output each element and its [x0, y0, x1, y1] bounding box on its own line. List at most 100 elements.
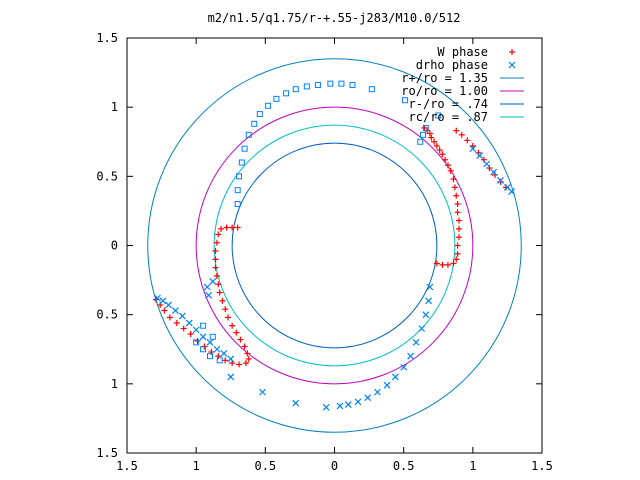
point-2-7	[256, 111, 263, 118]
y-tick-label-5: 1	[111, 100, 118, 114]
x-tick-label-3: 0	[331, 459, 338, 473]
legend-label-3: ro/ro = 1.00	[401, 84, 488, 98]
point-0-18	[456, 234, 462, 241]
point-2-11	[292, 86, 299, 93]
point-0-26	[453, 127, 460, 134]
point-2-23	[193, 339, 200, 346]
point-0-68	[166, 314, 173, 321]
point-0-66	[180, 325, 187, 332]
x-tick-label-4: 0.5	[393, 459, 415, 473]
point-1-25-b	[154, 294, 161, 302]
point-2-22	[417, 138, 424, 145]
point-1-18-b	[354, 398, 362, 406]
circle-r-0	[147, 58, 522, 433]
x-tick-label-2: 0.5	[254, 459, 276, 473]
legend-marker-1	[508, 61, 516, 69]
point-1-38	[203, 283, 211, 291]
point-1-12-b	[407, 352, 415, 360]
point-1-30	[185, 319, 193, 327]
point-2-19	[435, 112, 442, 119]
point-2-27	[200, 322, 207, 329]
point-2-24	[200, 346, 207, 353]
legend-label-1: drho phase	[416, 58, 488, 72]
x-tick-label-5: 1	[469, 459, 476, 473]
point-0-23	[444, 261, 451, 268]
point-0-38	[223, 224, 230, 231]
point-1-7	[426, 283, 434, 291]
point-0-21	[453, 256, 460, 263]
series-0	[153, 124, 510, 368]
axes: 1.5 1 0.5 0 0.5 1 1.51.510.500.511.5	[96, 31, 553, 473]
point-1-33	[206, 338, 214, 346]
point-1-12	[407, 352, 415, 360]
point-1-22	[292, 399, 300, 407]
y-tick-label-2: 0.5	[96, 308, 118, 322]
point-1-8-b	[425, 297, 432, 305]
point-0-56	[245, 355, 252, 362]
point-0-57	[242, 360, 249, 367]
point-1-26-b	[159, 297, 167, 305]
circle-r-2	[231, 142, 438, 349]
point-0-52	[233, 329, 240, 336]
point-0-51	[229, 322, 236, 329]
point-2-20	[422, 124, 429, 131]
point-1-39-b	[209, 278, 217, 285]
point-1-14-b	[391, 373, 399, 381]
point-0-25	[433, 260, 440, 267]
point-0-46	[215, 281, 222, 288]
legend-marker-1-b	[508, 61, 516, 69]
point-1-0-b	[469, 145, 477, 153]
point-0-27	[458, 131, 465, 138]
legend-label-5: rc/ro = .87	[409, 110, 488, 124]
point-1-30-b	[185, 319, 193, 327]
point-1-16	[373, 388, 381, 396]
point-1-32	[199, 333, 207, 341]
point-0-14	[454, 201, 461, 207]
point-1-1	[476, 152, 484, 160]
point-0-16	[456, 217, 462, 224]
point-0-55	[244, 350, 251, 357]
point-0-65	[187, 331, 194, 338]
point-2-0	[234, 201, 241, 207]
point-2-4	[241, 145, 248, 152]
point-0-7	[439, 151, 446, 158]
point-1-37	[205, 291, 213, 299]
point-1-23-b	[259, 388, 266, 396]
point-1-31-b	[192, 326, 200, 334]
series-2	[193, 80, 442, 364]
point-1-32-b	[199, 333, 207, 341]
point-0-2	[426, 130, 433, 137]
point-2-5	[245, 131, 252, 138]
series-1	[154, 145, 515, 411]
point-0-48	[219, 297, 226, 304]
point-2-9	[273, 95, 280, 102]
legend-label-4: r-/ro = .74	[409, 97, 488, 111]
point-2-2	[236, 173, 243, 180]
point-1-9	[422, 311, 430, 319]
point-1-24-b	[227, 373, 235, 381]
chart-title: m2/n1.5/q1.75/r-+.55-j283/M10.0/512	[208, 11, 461, 25]
point-0-17	[456, 225, 462, 232]
point-0-45	[213, 272, 220, 279]
point-1-17	[364, 394, 372, 402]
point-0-53	[237, 336, 244, 343]
y-tick-label-1: 1	[111, 377, 118, 391]
point-1-17-b	[364, 394, 372, 402]
point-1-29-b	[178, 312, 186, 320]
point-2-13	[314, 82, 321, 89]
point-0-44	[212, 264, 219, 271]
point-0-47	[216, 289, 223, 296]
x-tick-label-6: 1.5	[531, 459, 553, 473]
point-1-15	[383, 381, 391, 389]
point-0-20	[454, 250, 461, 257]
point-2-18	[402, 97, 409, 104]
point-1-34-b	[213, 345, 221, 353]
point-1-23	[259, 388, 266, 396]
point-0-3	[428, 134, 435, 141]
point-1-37-b	[205, 291, 213, 299]
point-1-10-b	[418, 325, 426, 332]
point-2-16	[349, 82, 356, 89]
point-0-10	[447, 167, 454, 174]
